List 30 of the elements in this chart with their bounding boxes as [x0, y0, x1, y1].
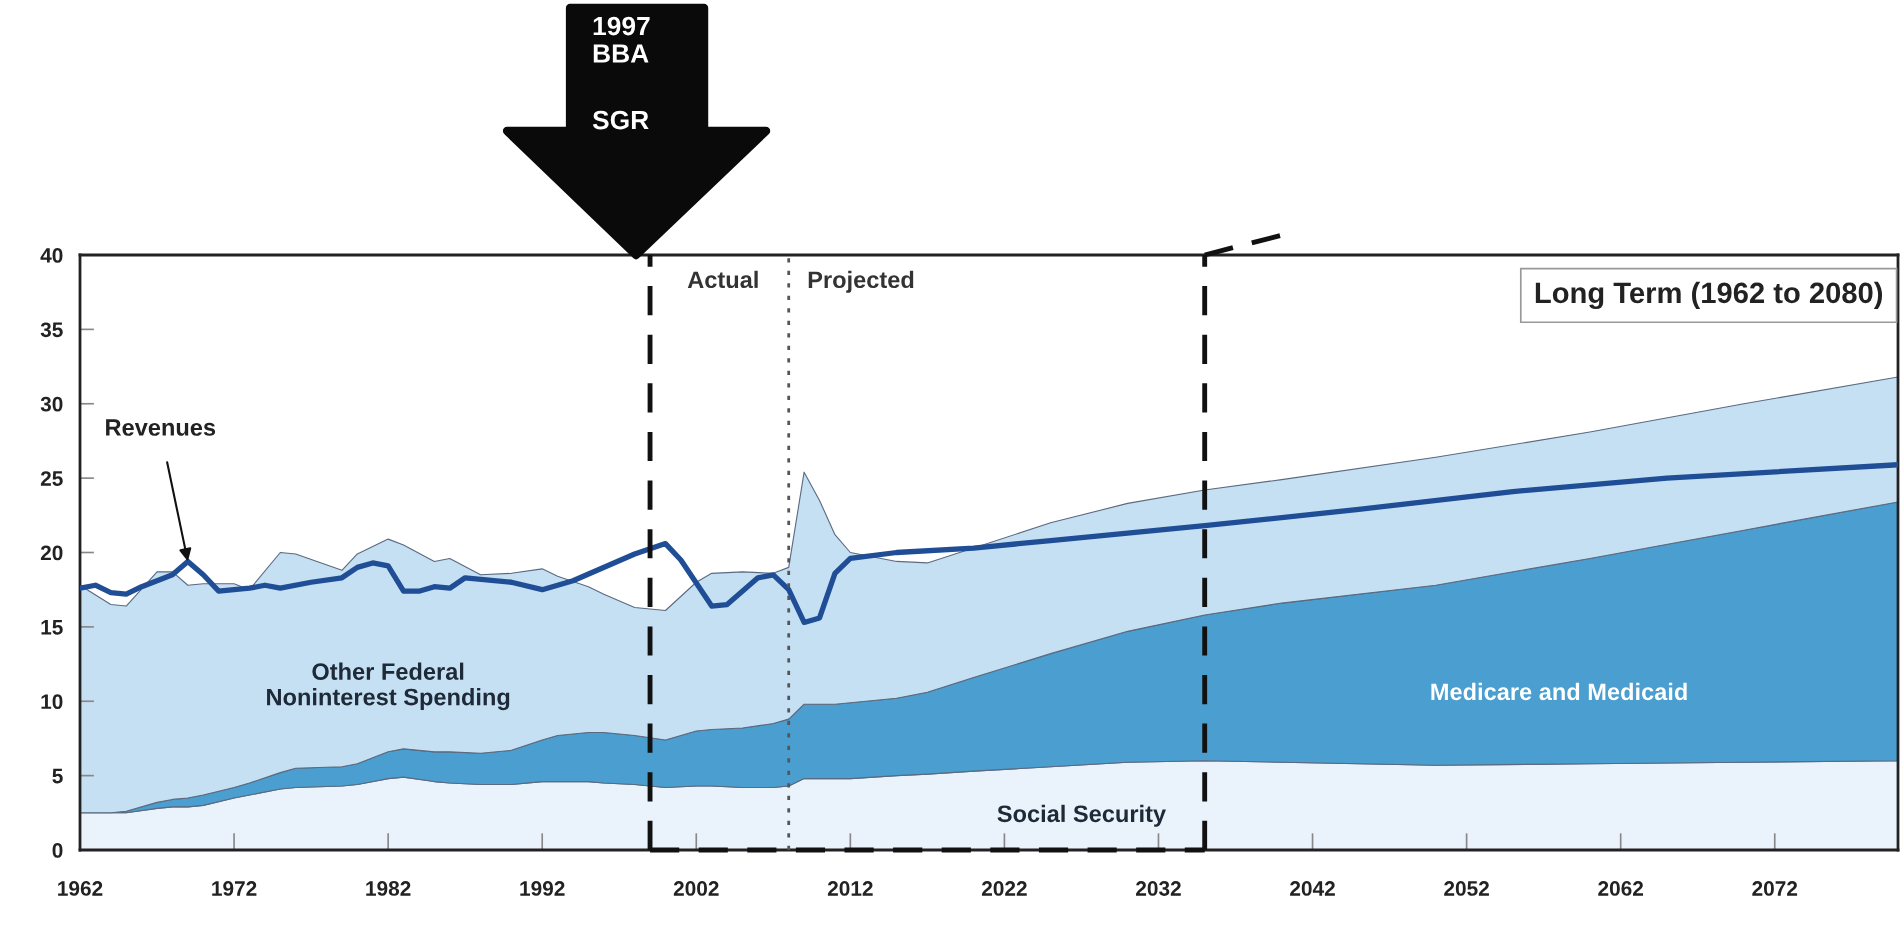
x-tick-label: 2012 [827, 881, 873, 896]
text: SGR [592, 110, 649, 130]
x-tick-label: 2062 [1598, 881, 1644, 896]
annotation: Projected [808, 270, 914, 293]
x-tick-label: 2032 [1136, 881, 1181, 896]
y-tick-label: 35 [40, 322, 63, 338]
y-tick-label: 20 [40, 545, 63, 561]
y-tick-label: 15 [41, 620, 63, 635]
x-tick-label: 2052 [1444, 881, 1489, 896]
x-tick-label: 1972 [212, 881, 257, 896]
annotation: Revenues [106, 419, 216, 436]
annotation: Actual [687, 270, 758, 289]
x-tick-label: 2022 [981, 881, 1027, 896]
annotation: Long Term (1962 to 2080) [1535, 281, 1883, 310]
series-label: Other Federal Noninterest Spending [267, 662, 510, 711]
x-tick-label: 1982 [366, 881, 411, 896]
y-tick-label: 0 [52, 843, 63, 858]
text: 1997 BBA [593, 16, 650, 63]
x-tick-label: 2002 [673, 881, 719, 896]
y-tick-label: 30 [40, 396, 63, 412]
x-tick-label: 1992 [520, 881, 565, 896]
y-tick-label: 5 [52, 768, 63, 784]
x-tick-label: 2072 [1752, 881, 1798, 896]
y-tick-label: 25 [40, 471, 63, 486]
series-label: Social Security [997, 804, 1166, 827]
x-tick-label: 2042 [1290, 881, 1335, 896]
y-tick-label: 40 [40, 248, 63, 263]
x-tick-label: 1962 [58, 881, 103, 896]
y-tick-label: 10 [41, 694, 63, 709]
series-label: Medicare and Medicaid [1431, 682, 1687, 701]
